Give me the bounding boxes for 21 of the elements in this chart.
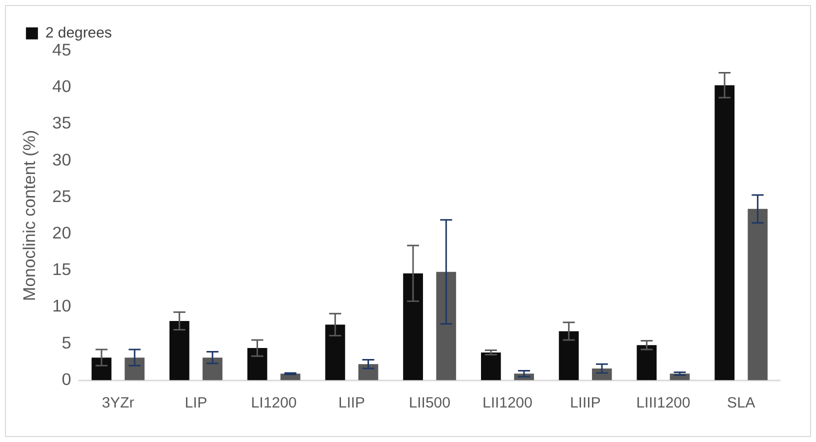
x-tick-label: LIP (184, 394, 208, 412)
y-tick-label: 10 (52, 296, 72, 316)
y-tick-label: 30 (52, 150, 72, 170)
y-tick-label: 0 (62, 370, 72, 389)
x-tick-label: LII500 (408, 394, 450, 412)
y-axis-title: Monoclinic content (%) (20, 130, 39, 302)
x-tick-label: LII1200 (482, 394, 532, 412)
x-tick-label: 3YZr (102, 394, 134, 412)
y-tick-label: 45 (52, 40, 72, 60)
x-tick-label: LIII1200 (636, 394, 690, 412)
x-tick-label: LIIP (338, 394, 366, 412)
x-tick-label: LI1200 (250, 394, 297, 412)
y-tick-label: 40 (52, 77, 72, 96)
y-tick-label: 20 (52, 224, 72, 242)
x-tick-label: LIIIP (570, 394, 601, 412)
legend-label: 2 degrees (45, 24, 112, 42)
y-tick-label: 25 (52, 186, 72, 206)
y-tick-label: 5 (62, 333, 72, 352)
y-tick-label: 15 (52, 260, 72, 280)
y-tick-label: 35 (52, 114, 72, 133)
x-tick-label: SLA (727, 394, 756, 412)
